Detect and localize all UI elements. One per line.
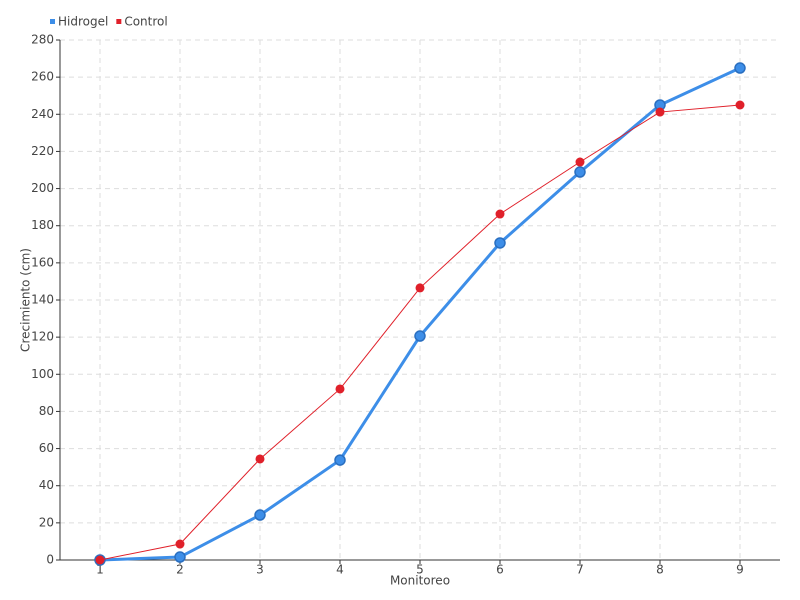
point [415, 283, 425, 293]
x-tick-label: 5 [416, 563, 424, 577]
legend-label: Control [124, 15, 167, 29]
y-tick-label: 20 [39, 515, 54, 529]
point [414, 330, 426, 342]
point [734, 62, 746, 74]
legend-swatch [50, 19, 55, 24]
x-tick-label: 4 [336, 563, 344, 577]
y-tick-label: 120 [31, 330, 54, 344]
point [174, 551, 186, 563]
x-tick-label: 7 [576, 563, 584, 577]
x-axis-label: Monitoreo [390, 574, 450, 588]
point [335, 384, 345, 394]
y-tick-label: 220 [31, 144, 54, 158]
point [655, 107, 665, 117]
point [495, 209, 505, 219]
y-tick-label: 80 [39, 404, 54, 418]
x-tick-label: 3 [256, 563, 264, 577]
point [735, 100, 745, 110]
y-tick-label: 260 [31, 70, 54, 84]
y-tick-label: 0 [46, 553, 54, 567]
y-tick-label: 140 [31, 293, 54, 307]
point [334, 454, 346, 466]
point [575, 157, 585, 167]
point [95, 555, 105, 565]
y-axis-label: Crecimiento (cm) [19, 248, 33, 352]
y-tick-label: 200 [31, 181, 54, 195]
x-tick-label: 9 [736, 563, 744, 577]
y-tick-label: 240 [31, 107, 54, 121]
legend-swatch [116, 19, 122, 24]
y-tick-label: 160 [31, 255, 54, 269]
x-tick-label: 8 [656, 563, 664, 577]
legend-label: Hidrogel [58, 15, 108, 29]
point [175, 539, 185, 549]
y-tick-label: 100 [31, 367, 54, 381]
x-tick-label: 6 [496, 563, 504, 577]
y-tick-label: 40 [39, 478, 54, 492]
y-tick-label: 60 [39, 441, 54, 455]
y-tick-label: 280 [31, 33, 54, 47]
x-tick-label: 1 [96, 563, 104, 577]
point [494, 237, 506, 249]
y-tick-label: 180 [31, 218, 54, 232]
x-tick-label: 2 [176, 563, 184, 577]
point [254, 509, 266, 521]
point [574, 166, 586, 178]
point [255, 454, 265, 464]
